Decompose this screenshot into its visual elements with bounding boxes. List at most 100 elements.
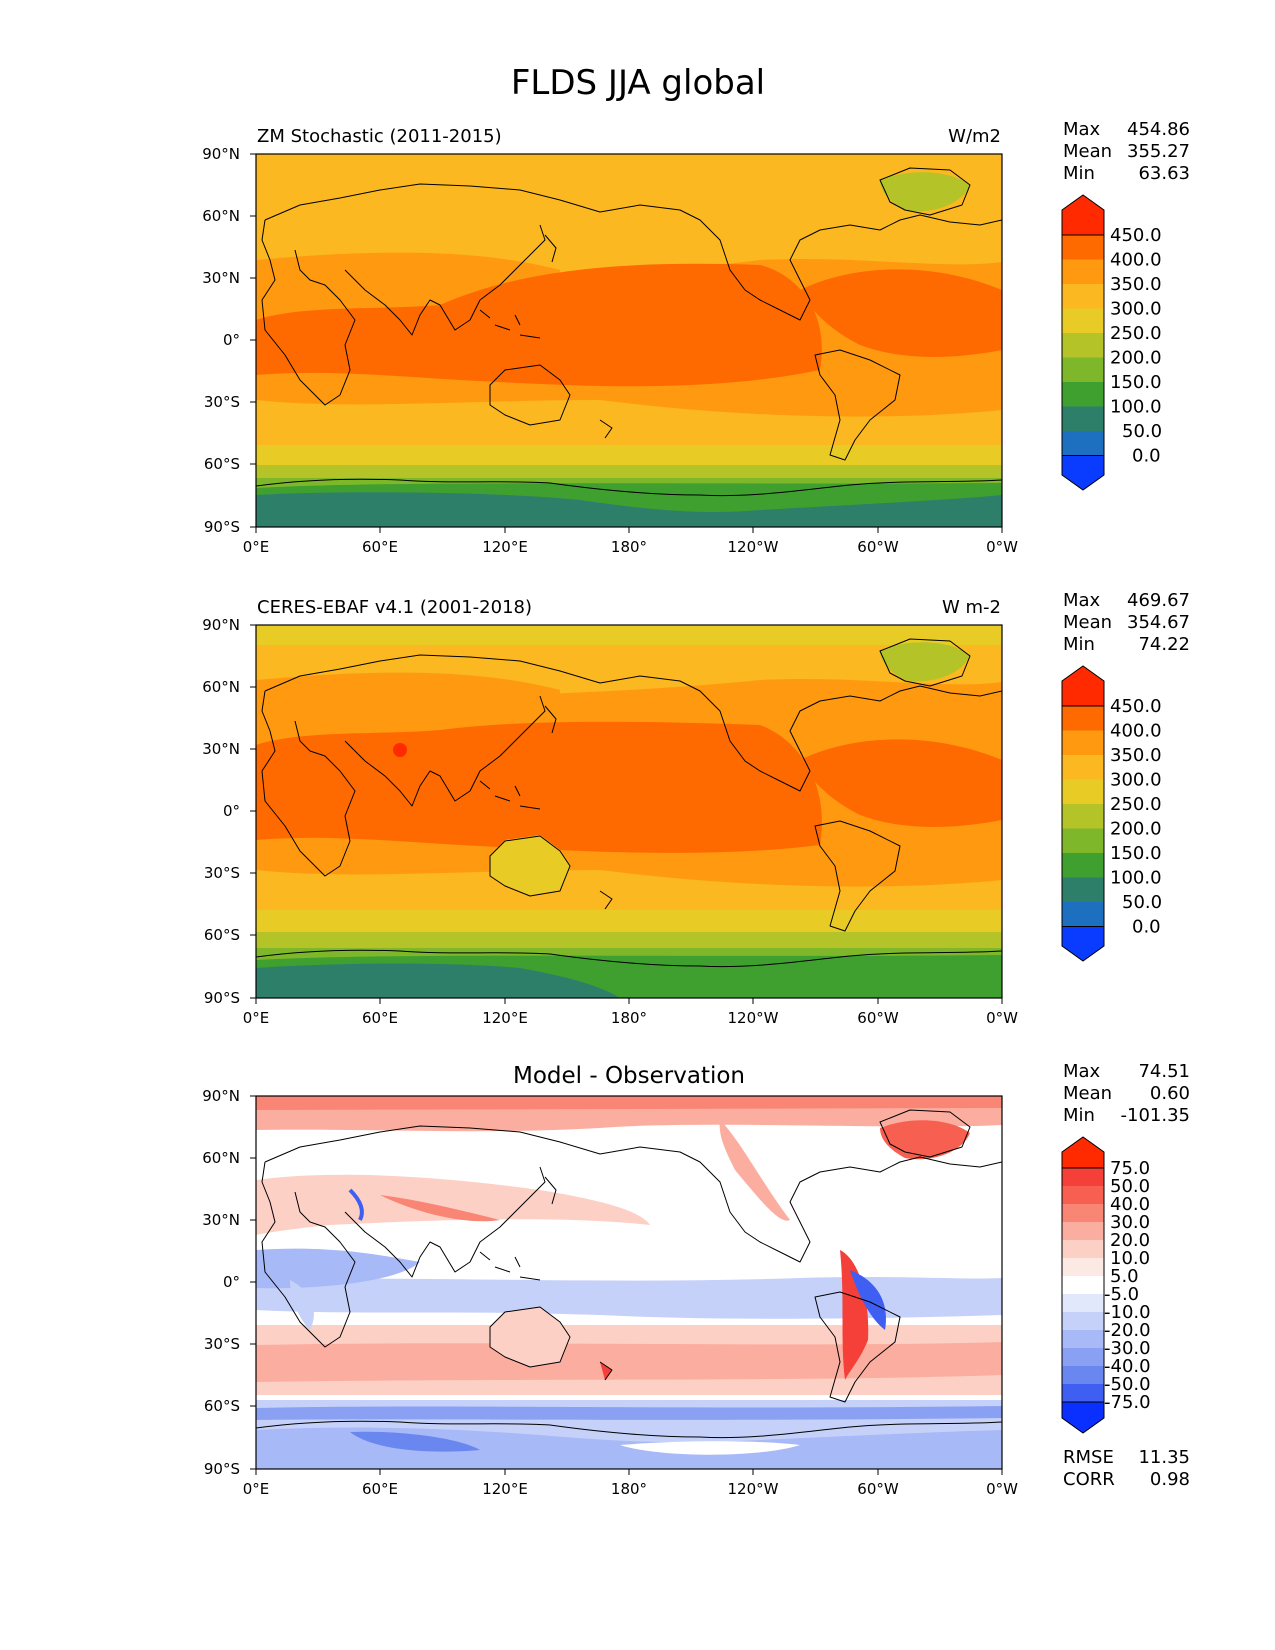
- stat-value: 355.27: [1127, 141, 1190, 162]
- panel-title: Model - Observation: [513, 1063, 745, 1089]
- stats-box: Max 454.86 Mean 355.27 Min 63.63: [1063, 119, 1190, 184]
- lat-tick-label: 60°N: [202, 678, 240, 696]
- colorbar-segment: [1062, 730, 1104, 755]
- metric-value: 0.98: [1150, 1469, 1190, 1490]
- lon-tick-label: 0°W: [986, 1009, 1018, 1027]
- colorbar-segment: [1062, 1366, 1104, 1384]
- colorbar: 450.0 400.0 350.0 300.0 250.0 200.0 150.…: [1061, 194, 1162, 491]
- panel-model: ZM Stochastic (2011-2015) W/m2: [202, 119, 1190, 556]
- stat-label: Max: [1063, 590, 1101, 611]
- metric-label: CORR: [1063, 1469, 1115, 1490]
- panel-title: CERES-EBAF v4.1 (2001-2018): [257, 597, 532, 618]
- lon-tick-label: 120°E: [482, 1480, 528, 1498]
- lat-tick-label: 30°N: [202, 1211, 240, 1229]
- colorbar-label: 75.0: [1110, 1158, 1150, 1179]
- colorbar-label: 5.0: [1110, 1266, 1139, 1287]
- colorbar-segment: [1062, 779, 1104, 804]
- colorbar-label: -5.0: [1104, 1284, 1139, 1305]
- colorbar-label: 200.0: [1110, 819, 1162, 840]
- lat-tick-label: 30°N: [202, 269, 240, 287]
- lat-ticks: 90°N 60°N 30°N 0° 30°S 60°S 90°S: [202, 145, 256, 536]
- lon-tick-label: 0°E: [243, 1480, 270, 1498]
- lat-tick-label: 90°S: [204, 989, 240, 1007]
- colorbar-segment: [1062, 284, 1104, 309]
- colorbar-segment: [1062, 706, 1104, 731]
- colorbar-label: 150.0: [1110, 843, 1162, 864]
- colorbar-label: -30.0: [1104, 1338, 1151, 1359]
- figure-title: FLDS JJA global: [511, 63, 765, 103]
- lat-tick-label: 60°S: [204, 1397, 240, 1415]
- map-field: [256, 1096, 1002, 1469]
- panel-observation: CERES-EBAF v4.1 (2001-2018) W m-2: [202, 590, 1190, 1027]
- lat-tick-label: 60°S: [204, 926, 240, 944]
- colorbar-segment: [1062, 1312, 1104, 1330]
- lon-tick-label: 120°W: [728, 1480, 779, 1498]
- colorbar-label: 250.0: [1110, 323, 1162, 344]
- lat-tick-label: 60°N: [202, 1149, 240, 1167]
- lat-tick-label: 90°N: [202, 616, 240, 634]
- lat-tick-label: 30°S: [204, 1335, 240, 1353]
- lat-tick-label: 90°S: [204, 1460, 240, 1478]
- lon-tick-label: 60°W: [857, 1009, 899, 1027]
- panel-difference: Model - Observation: [202, 1061, 1190, 1498]
- lat-tick-label: 30°S: [204, 864, 240, 882]
- stats-box: Max 469.67 Mean 354.67 Min 74.22: [1063, 590, 1190, 655]
- colorbar-segment: [1062, 853, 1104, 878]
- colorbar-label: -10.0: [1104, 1302, 1151, 1323]
- lat-tick-label: 90°N: [202, 1087, 240, 1105]
- lat-tick-label: 30°S: [204, 393, 240, 411]
- colorbar-segment: [1062, 1294, 1104, 1312]
- colorbar-segment: [1062, 357, 1104, 382]
- colorbar-label: 450.0: [1110, 225, 1162, 246]
- colorbar-segment: [1062, 1348, 1104, 1366]
- lon-tick-label: 180°: [611, 1009, 647, 1027]
- lon-tick-label: 60°E: [362, 1009, 398, 1027]
- colorbar-label: 150.0: [1110, 372, 1162, 393]
- colorbar-label: -50.0: [1104, 1374, 1151, 1395]
- colorbar-label: 10.0: [1110, 1248, 1150, 1269]
- colorbar-label: 0.0: [1132, 917, 1161, 938]
- stat-value: 0.60: [1150, 1083, 1190, 1104]
- lon-tick-label: 180°: [611, 538, 647, 556]
- lon-tick-label: 120°W: [728, 538, 779, 556]
- colorbar-label: 300.0: [1110, 299, 1162, 320]
- colorbar: 450.0 400.0 350.0 300.0 250.0 200.0 150.…: [1061, 665, 1162, 962]
- colorbar-label: 400.0: [1110, 250, 1162, 271]
- colorbar-segment: [1062, 1276, 1104, 1294]
- stat-label: Mean: [1063, 141, 1112, 162]
- lat-ticks: 90°N 60°N 30°N 0° 30°S 60°S 90°S: [202, 616, 256, 1007]
- colorbar-top-arrow: [1061, 194, 1105, 236]
- stat-label: Min: [1063, 634, 1095, 655]
- colorbar-label: 100.0: [1110, 868, 1162, 889]
- colorbar-segment: [1062, 431, 1104, 456]
- colorbar-segment: [1062, 1240, 1104, 1258]
- colorbar-bottom-arrow: [1061, 1401, 1105, 1434]
- colorbar-label: 40.0: [1110, 1194, 1150, 1215]
- lat-tick-label: 0°: [223, 331, 240, 349]
- lon-tick-label: 120°E: [482, 538, 528, 556]
- colorbar-label: 50.0: [1122, 892, 1162, 913]
- metric-value: 11.35: [1138, 1447, 1190, 1468]
- colorbar-label: 400.0: [1110, 721, 1162, 742]
- lat-tick-label: 30°N: [202, 740, 240, 758]
- colorbar: 75.0 50.0 40.0 30.0 20.0 10.0 5.0 -5.0 -…: [1061, 1136, 1151, 1434]
- colorbar-segment: [1062, 1384, 1104, 1402]
- colorbar-label: -20.0: [1104, 1320, 1151, 1341]
- lon-tick-label: 0°E: [243, 1009, 270, 1027]
- colorbar-segment: [1062, 406, 1104, 431]
- stat-value: 74.22: [1138, 634, 1190, 655]
- stat-label: Mean: [1063, 1083, 1112, 1104]
- lon-tick-label: 120°E: [482, 1009, 528, 1027]
- colorbar-segment: [1062, 828, 1104, 853]
- lon-tick-label: 60°W: [857, 538, 899, 556]
- lat-tick-label: 0°: [223, 802, 240, 820]
- colorbar-segment: [1062, 902, 1104, 927]
- lon-tick-label: 60°E: [362, 1480, 398, 1498]
- colorbar-label: 50.0: [1122, 421, 1162, 442]
- lon-ticks: 0°E 60°E 120°E 180° 120°W 60°W 0°W: [243, 527, 1018, 556]
- colorbar-segment: [1062, 804, 1104, 829]
- colorbar-label: 0.0: [1132, 446, 1161, 467]
- colorbar-top-arrow: [1061, 665, 1105, 707]
- colorbar-segment: [1062, 235, 1104, 260]
- colorbar-segment: [1062, 1330, 1104, 1348]
